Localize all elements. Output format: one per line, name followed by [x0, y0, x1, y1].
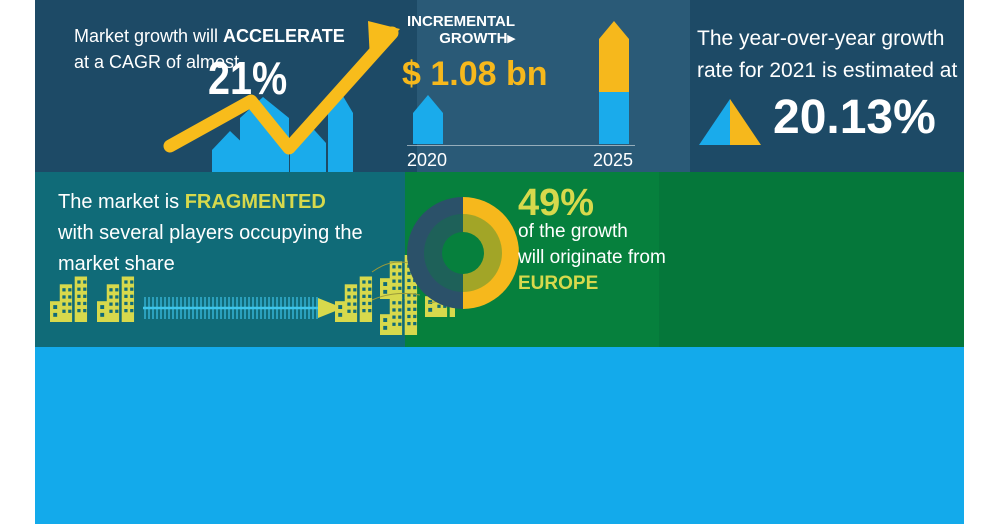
svg-text:21%: 21%	[208, 53, 287, 104]
